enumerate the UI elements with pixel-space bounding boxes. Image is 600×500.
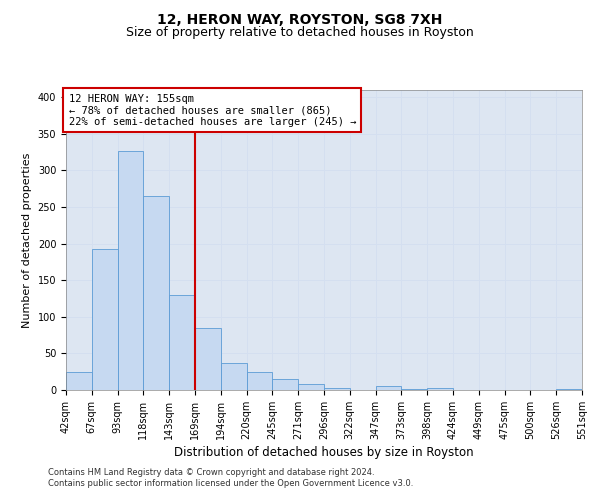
Bar [324, 388, 350, 390]
Bar [247, 372, 272, 390]
Bar [298, 384, 324, 390]
Bar [401, 388, 427, 390]
Bar [66, 372, 92, 390]
Bar [221, 363, 247, 390]
X-axis label: Distribution of detached houses by size in Royston: Distribution of detached houses by size … [174, 446, 474, 459]
Bar [427, 388, 453, 390]
Y-axis label: Number of detached properties: Number of detached properties [22, 152, 32, 328]
Bar [118, 150, 143, 390]
Bar [556, 388, 582, 390]
Text: Contains HM Land Registry data © Crown copyright and database right 2024.
Contai: Contains HM Land Registry data © Crown c… [48, 468, 413, 487]
Bar [92, 249, 118, 390]
Bar [195, 328, 221, 390]
Bar [143, 196, 169, 390]
Text: 12, HERON WAY, ROYSTON, SG8 7XH: 12, HERON WAY, ROYSTON, SG8 7XH [157, 12, 443, 26]
Bar [169, 295, 195, 390]
Bar [376, 386, 401, 390]
Text: Size of property relative to detached houses in Royston: Size of property relative to detached ho… [126, 26, 474, 39]
Bar [272, 379, 298, 390]
Text: 12 HERON WAY: 155sqm
← 78% of detached houses are smaller (865)
22% of semi-deta: 12 HERON WAY: 155sqm ← 78% of detached h… [68, 94, 356, 127]
